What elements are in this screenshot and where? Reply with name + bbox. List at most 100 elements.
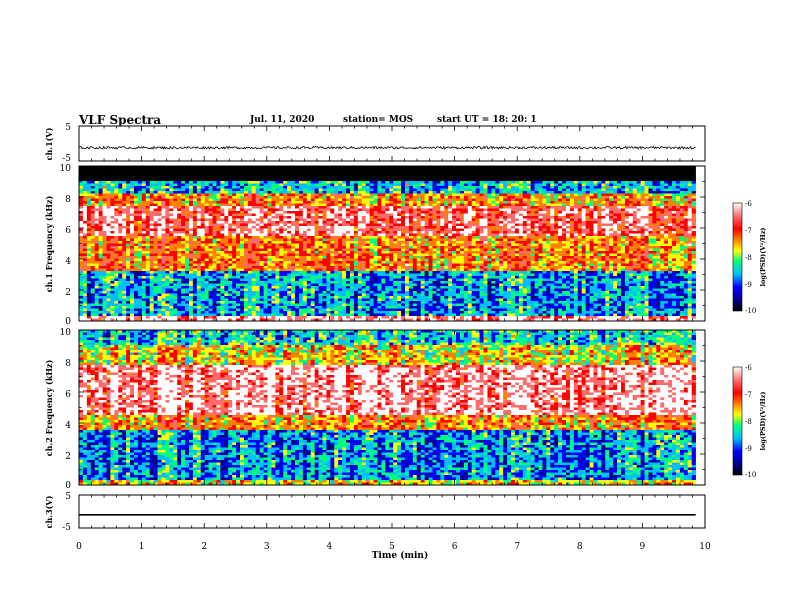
spectrogram-cell [295,199,299,202]
spectrogram-cell [87,299,91,302]
spectrogram-cell [165,209,169,212]
spectrogram-cell [358,171,362,174]
spectrogram-cell [134,304,138,307]
spectrogram-cell [169,206,173,209]
spectrogram-cell [106,184,110,187]
spectrogram-cell [362,211,366,214]
spectrogram-cell [260,266,264,269]
spectrogram-cell [122,194,126,197]
spectrogram-cell [134,306,138,309]
spectrogram-cell [87,264,91,267]
spectrogram-cell [224,286,228,289]
spectrogram-cell [338,286,342,289]
spectrogram-cell [95,199,99,202]
spectrogram-cell [299,196,303,199]
spectrogram-cell [161,284,165,287]
spectrogram-cell [87,204,91,207]
spectrogram-cell [134,199,138,202]
spectrogram-cell [370,191,374,194]
spectrogram-cell [346,301,350,304]
spectrogram-cell [315,301,319,304]
spectrogram-cell [374,251,378,254]
spectrogram-cell [381,254,385,257]
spectrogram-cell [213,221,217,224]
spectrogram-cell [95,266,99,269]
spectrogram-cell [315,176,319,179]
spectrogram-cell [307,206,311,209]
spectrogram-cell [158,236,162,239]
spectrogram-cell [334,244,338,247]
spectrogram-cell [366,306,370,309]
spectrogram-cell [334,256,338,259]
spectrogram-cell [232,306,236,309]
spectrogram-cell [150,259,154,262]
spectrogram-cell [197,299,201,302]
spectrogram-cell [209,206,213,209]
spectrogram-cell [252,226,256,229]
spectrogram-cell [79,281,83,284]
spectrogram-cell [106,314,110,317]
spectrogram-cell [346,214,350,217]
spectrogram-cell [114,284,118,287]
spectrogram-cell [236,194,240,197]
spectrogram-cell [201,311,205,314]
spectrogram-cell [91,264,95,267]
spectrogram-cell [228,236,232,239]
spectrogram-cell [295,294,299,297]
spectrogram-cell [295,241,299,244]
spectrogram-cell [303,199,307,202]
spectrogram-cell [389,294,393,297]
spectrogram-cell [126,199,130,202]
spectrogram-cell [354,316,358,319]
spectrogram-cell [169,249,173,252]
spectrogram-cell [134,284,138,287]
spectrogram-cell [150,289,154,292]
spectrogram-cell [295,171,299,174]
spectrogram-cell [319,296,323,299]
spectrogram-cell [354,206,358,209]
spectrogram-cell [134,311,138,314]
spectrogram-cell [303,281,307,284]
spectrogram-cell [173,191,177,194]
spectrogram-cell [130,226,134,229]
spectrogram-cell [326,254,330,257]
spectrogram-cell [366,281,370,284]
spectrogram-cell [291,184,295,187]
spectrogram-cell [228,249,232,252]
spectrogram-cell [385,316,389,319]
spectrogram-cell [228,176,232,179]
spectrogram-cell [197,246,201,249]
spectrogram-cell [244,269,248,272]
spectrogram-cell [279,206,283,209]
spectrogram-cell [99,179,103,182]
spectrogram-cell [283,191,287,194]
spectrogram-cell [138,184,142,187]
spectrogram-cell [303,184,307,187]
spectrogram-cell [252,301,256,304]
spectrogram-cell [126,311,130,314]
spectrogram-cell [213,274,217,277]
spectrogram-cell [130,259,134,262]
spectrogram-cell [268,276,272,279]
spectrogram-cell [389,169,393,172]
spectrogram-cell [264,179,268,182]
spectrogram-cell [134,316,138,319]
spectrogram-cell [287,179,291,182]
spectrogram-cell [287,311,291,314]
spectrogram-cell [83,246,87,249]
spectrogram-cell [362,189,366,192]
spectrogram-cell [358,316,362,319]
spectrogram-cell [248,271,252,274]
spectrogram-cell [220,171,224,174]
spectrogram-cell [106,231,110,234]
spectrogram-cell [311,256,315,259]
spectrogram-cell [381,284,385,287]
spectrogram-cell [342,294,346,297]
spectrogram-cell [193,306,197,309]
spectrogram-cell [319,274,323,277]
spectrogram-cell [87,219,91,222]
spectrogram-cell [370,314,374,317]
spectrogram-cell [334,191,338,194]
spectrogram-cell [311,204,315,207]
spectrogram-cell [146,206,150,209]
